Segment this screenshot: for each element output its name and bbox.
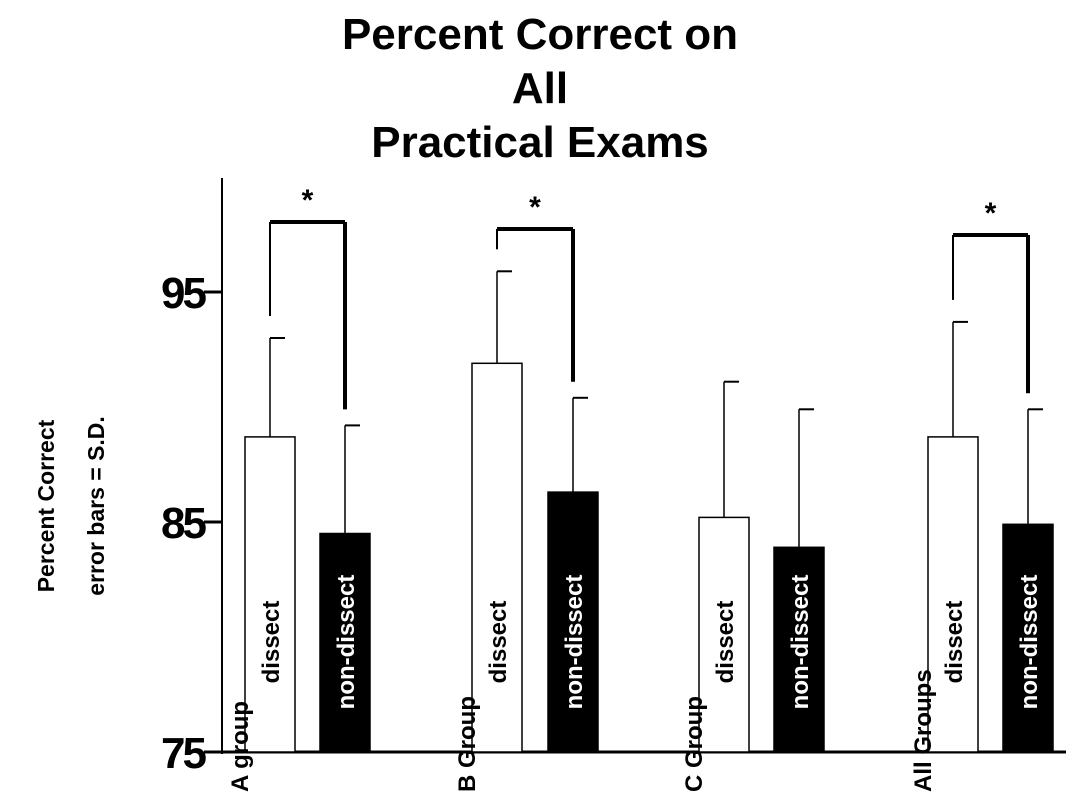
bar [319,532,371,753]
significance-marker: * [302,184,314,217]
bar [471,362,523,753]
bar-group: dissect non-dissect B Group * [454,191,599,792]
y-axis-title: Percent Correct [33,419,59,592]
group-label: All Groups [910,669,937,792]
group-label: C Group [681,696,708,792]
bar-label: non-dissect [787,575,814,710]
bar [1002,523,1054,753]
bar-label: non-dissect [1016,575,1043,710]
y-axis-subtitle: error bars = S.D. [83,416,109,596]
bar [244,436,296,753]
bar-label: dissect [712,601,739,684]
significance-marker: * [529,191,541,224]
chart-title-line-2: Practical Exams [371,118,709,167]
bar-group: dissect non-dissect A group * [227,184,371,792]
bar-label: dissect [485,601,512,684]
y-tick-label: 95 [161,269,206,318]
significance-marker: * [985,197,997,230]
bar-label: dissect [258,601,285,684]
y-tick-label: 75 [161,729,206,778]
bar [547,491,599,753]
bar-group: dissect non-dissect All Groups * [910,197,1054,792]
chart-title-line-1: Percent Correct on All [341,10,739,113]
bar-label: dissect [941,601,968,684]
bar-label: non-dissect [561,575,588,710]
bar-label: non-dissect [333,575,360,710]
group-label: B Group [454,696,481,792]
bar [927,436,979,753]
bar [773,546,825,753]
chart-title: Percent Correct on All Practical Exams [330,8,750,170]
y-tick-label: 85 [161,499,206,548]
group-label: A group [227,701,254,792]
bar-group: dissect non-dissect C Group [681,380,825,792]
